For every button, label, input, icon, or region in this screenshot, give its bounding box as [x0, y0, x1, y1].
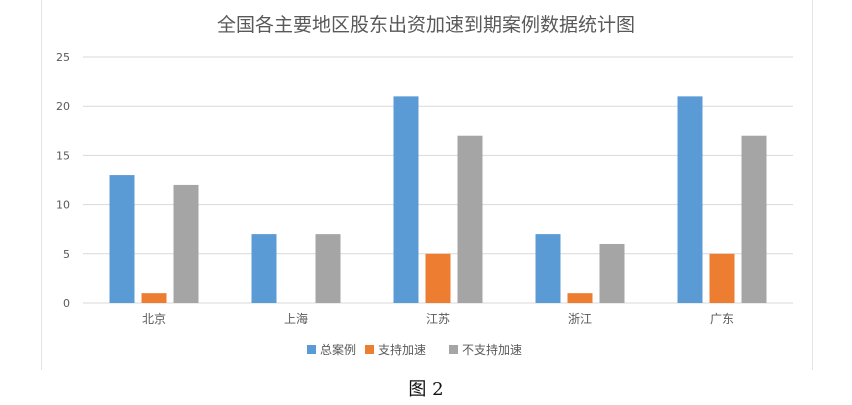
bar-支持加速-江苏 [425, 253, 451, 303]
bar-支持加速-北京 [141, 293, 167, 303]
bar-总案例-浙江 [535, 234, 561, 303]
y-tick-label: 25 [56, 51, 70, 64]
legend-label: 总案例 [320, 342, 356, 357]
bar-不支持加速-北京 [173, 184, 199, 303]
y-tick-label: 5 [63, 248, 70, 261]
bar-总案例-北京 [109, 175, 135, 303]
figure-caption: 图 2 [408, 379, 444, 400]
bar-不支持加速-浙江 [599, 243, 625, 303]
y-tick-label: 0 [63, 297, 70, 310]
bar-总案例-江苏 [393, 96, 419, 303]
bar-不支持加速-上海 [315, 234, 341, 303]
chart-title: 全国各主要地区股东出资加速到期案例数据统计图 [217, 14, 635, 36]
bar-不支持加速-广东 [741, 135, 767, 303]
x-tick-label: 北京 [142, 312, 166, 326]
legend-swatch [365, 345, 374, 354]
x-tick-label: 浙江 [568, 312, 592, 326]
chart-frame [41, 0, 813, 370]
legend-label: 不支持加速 [462, 342, 522, 357]
x-tick-label: 江苏 [426, 312, 450, 326]
y-tick-label: 20 [56, 100, 70, 113]
bar-支持加速-浙江 [567, 293, 593, 303]
bar-总案例-上海 [251, 234, 277, 303]
legend-swatch [449, 345, 458, 354]
y-tick-label: 15 [56, 149, 70, 162]
bar-不支持加速-江苏 [457, 135, 483, 303]
y-tick-label: 10 [56, 199, 70, 212]
x-tick-label: 上海 [284, 311, 308, 326]
x-tick-label: 广东 [710, 312, 734, 326]
legend-swatch [307, 345, 316, 354]
bar-chart: 全国各主要地区股东出资加速到期案例数据统计图 0 5 10 15 20 25 北京 上海 江苏 浙… [56, 14, 793, 357]
legend-label: 支持加速 [378, 342, 426, 357]
bar-总案例-广东 [677, 96, 703, 303]
bar-支持加速-广东 [709, 253, 735, 303]
